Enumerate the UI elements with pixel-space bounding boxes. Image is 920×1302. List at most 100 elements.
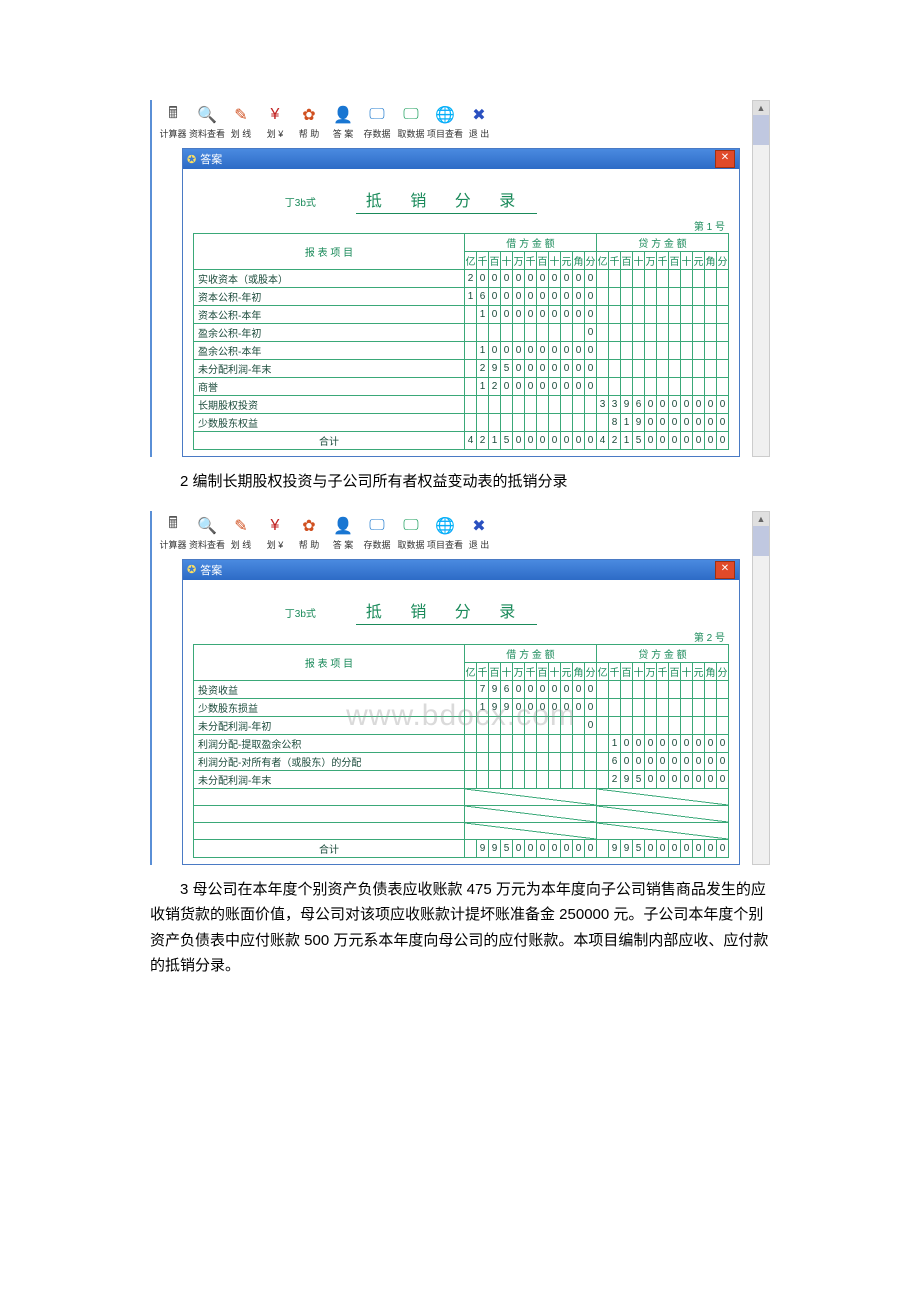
help-button[interactable]: ✿帮 助 [294,104,324,140]
save-button[interactable]: 🖵存数据 [362,515,392,551]
toolbar-label: 划 线 [231,127,252,140]
help-button[interactable]: ✿帮 助 [294,515,324,551]
digit-cell: 7 [476,680,488,698]
digit-cell [704,288,716,306]
digit-cell [464,324,476,342]
digit-cell [536,716,548,734]
digit-cell [572,734,584,752]
digit-cell [560,770,572,788]
digit-cell: 0 [692,414,704,432]
digit-cell [596,288,608,306]
sum-row: 合计99500000009950000000 [194,839,729,857]
digit-header: 分 [716,252,728,270]
close-button[interactable]: ✕ [715,150,735,168]
scroll-up-button[interactable]: ▲ [753,512,769,526]
digit-cell: 0 [548,839,560,857]
digit-cell [644,342,656,360]
digit-cell [680,342,692,360]
body-text-2: 3 母公司在本年度个别资产负债表应收账款 475 万元为本年度向子公司销售商品发… [150,877,770,979]
digit-cell: 0 [668,839,680,857]
digit-cell [620,360,632,378]
digit-cell [464,342,476,360]
digit-cell: 1 [476,378,488,396]
digit-cell: 0 [716,752,728,770]
view-data-button[interactable]: 🔍资料查看 [192,515,222,551]
digit-cell: 0 [644,734,656,752]
globe-icon: ✪ [187,563,196,576]
scratch-button[interactable]: ✎划 线 [226,104,256,140]
table-row: 长期股权投资33960000000 [194,396,729,414]
digit-cell: 0 [548,288,560,306]
digit-cell: 0 [500,378,512,396]
sum-row: 合计4215000000042150000000 [194,432,729,450]
toolbar-label: 答 案 [333,127,354,140]
digit-header: 十 [500,252,512,270]
digit-cell [464,752,476,770]
digit-header: 千 [656,662,668,680]
digit-cell [584,414,596,432]
digit-cell [620,306,632,324]
scroll-up-button[interactable]: ▲ [753,101,769,115]
digit-cell: 0 [572,288,584,306]
digit-cell: 0 [584,680,596,698]
view-data-button[interactable]: 🔍资料查看 [192,104,222,140]
digit-cell [620,680,632,698]
digit-cell: 0 [680,839,692,857]
digit-header: 十 [632,252,644,270]
exit-button[interactable]: ✖退 出 [464,104,494,140]
digit-cell: 9 [488,680,500,698]
load-button[interactable]: 🖵取数据 [396,515,426,551]
scroll-thumb[interactable] [753,115,769,145]
toolbar-label: 退 出 [469,127,490,140]
digit-cell [620,288,632,306]
table-row: 未分配利润-年初0 [194,716,729,734]
digit-cell: 0 [620,734,632,752]
load-button[interactable]: 🖵取数据 [396,104,426,140]
exit-button[interactable]: ✖退 出 [464,515,494,551]
digit-cell: 6 [476,288,488,306]
close-button[interactable]: ✕ [715,561,735,579]
digit-cell: 0 [584,432,596,450]
digit-cell [608,342,620,360]
digit-cell: 0 [512,270,524,288]
yen-button[interactable]: ¥划 ¥ [260,515,290,551]
calculator-button[interactable]: 🖩计算器 [158,515,188,551]
digit-cell [524,734,536,752]
scratch-button[interactable]: ✎划 线 [226,515,256,551]
digit-cell [716,306,728,324]
digit-cell [680,698,692,716]
digit-cell: 0 [536,680,548,698]
save-icon: 🖵 [366,104,388,126]
digit-cell [464,734,476,752]
answer-button[interactable]: 👤答 案 [328,104,358,140]
digit-cell [692,378,704,396]
digit-cell [668,342,680,360]
empty-credit [596,822,728,839]
digit-cell [704,342,716,360]
digit-cell [668,306,680,324]
scrollbar[interactable]: ▲ [752,511,770,865]
digit-cell: 1 [620,414,632,432]
digit-cell: 2 [476,432,488,450]
yen-button[interactable]: ¥划 ¥ [260,104,290,140]
digit-cell [536,770,548,788]
digit-cell: 0 [656,396,668,414]
scroll-thumb[interactable] [753,526,769,556]
table-row [194,805,729,822]
calculator-button[interactable]: 🖩计算器 [158,104,188,140]
digit-cell: 0 [584,698,596,716]
answer-button[interactable]: 👤答 案 [328,515,358,551]
digit-cell: 0 [680,734,692,752]
save-button[interactable]: 🖵存数据 [362,104,392,140]
digit-cell [704,698,716,716]
digit-cell [572,770,584,788]
digit-cell: 0 [704,432,716,450]
project-button[interactable]: 🌐项目查看 [430,104,460,140]
digit-cell [656,716,668,734]
help-icon: ✿ [298,515,320,537]
digit-cell [644,680,656,698]
digit-cell [716,324,728,342]
project-button[interactable]: 🌐项目查看 [430,515,460,551]
scrollbar[interactable]: ▲ [752,100,770,457]
digit-cell: 0 [512,680,524,698]
